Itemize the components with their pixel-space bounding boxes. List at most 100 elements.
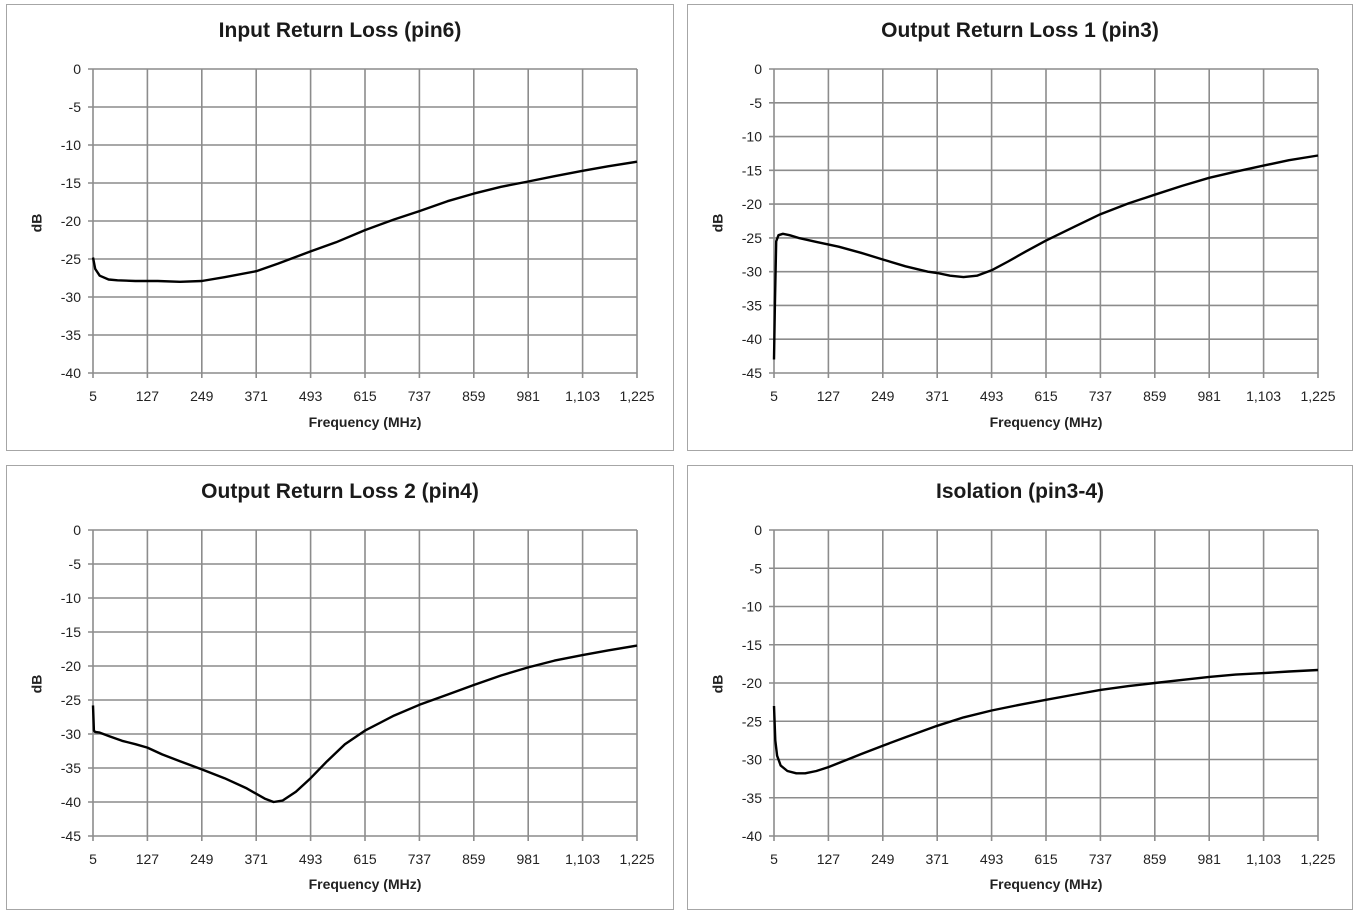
chart-title: Input Return Loss (pin6) <box>218 19 462 42</box>
y-tick-label: -5 <box>750 560 763 576</box>
y-tick-label: -25 <box>61 251 81 267</box>
chart-panel-isolation: Isolation (pin3-4) 0 -5 -10 -15 -20 -25 -30 -35… <box>687 465 1353 910</box>
x-tick-label: 1,103 <box>1246 851 1281 867</box>
x-tick-label: 859 <box>1143 851 1167 867</box>
y-tick-label: -10 <box>742 599 762 615</box>
x-tick-label: 737 <box>408 851 432 867</box>
y-tick-label: -40 <box>61 365 81 381</box>
x-tick-label: 859 <box>462 388 486 404</box>
y-tick-label: -30 <box>61 289 81 305</box>
x-axis-label: Frequency (MHz) <box>989 876 1103 892</box>
x-tick-label: 249 <box>190 851 214 867</box>
x-tick-label: 5 <box>89 388 97 404</box>
y-tick-label: -15 <box>742 162 762 178</box>
x-tick-label: 371 <box>926 388 950 404</box>
x-tick-label: 371 <box>245 388 269 404</box>
x-tick-label: 859 <box>462 851 486 867</box>
x-tick-label: 493 <box>980 851 1004 867</box>
y-tick-label: -25 <box>742 230 762 246</box>
x-tick-label: 5 <box>770 851 778 867</box>
x-tick-label: 1,225 <box>619 851 654 867</box>
x-tick-label: 371 <box>926 851 950 867</box>
chart-plot: 0 -5 -10 -15 -20 -25 -30 -35 -40 5 127 249 371 493 615… <box>61 61 655 404</box>
x-tick-label: 1,103 <box>565 851 600 867</box>
y-tick-label: -15 <box>742 637 762 653</box>
y-tick-label: -15 <box>61 624 81 640</box>
x-tick-label: 615 <box>1034 388 1058 404</box>
chart-plot: 0 -5 -10 -15 -20 -25 -30 -35 -40 -45 5 127 249 371 493… <box>742 61 1336 404</box>
y-tick-label: 0 <box>73 522 81 538</box>
x-tick-label: 249 <box>190 388 214 404</box>
y-tick-label: -35 <box>61 760 81 776</box>
y-tick-label: -40 <box>61 794 81 810</box>
chart-plot: 0 -5 -10 -15 -20 -25 -30 -35 -40 -45 5 127 249 371 493… <box>61 522 655 867</box>
series-line <box>772 668 1319 775</box>
x-tick-label: 1,103 <box>1246 388 1281 404</box>
x-tick-label: 981 <box>1198 388 1222 404</box>
y-tick-label: -20 <box>742 675 762 691</box>
x-tick-label: 493 <box>299 851 323 867</box>
x-tick-label: 127 <box>136 851 160 867</box>
y-tick-label: -35 <box>742 297 762 313</box>
x-axis-label: Frequency (MHz) <box>308 414 422 430</box>
y-tick-label: -30 <box>742 752 762 768</box>
y-tick-label: -45 <box>61 828 81 844</box>
y-tick-label: -35 <box>742 790 762 806</box>
y-tick-label: -20 <box>61 658 81 674</box>
series-line <box>91 644 638 804</box>
chart-panel-output-return-loss-1: Output Return Loss 1 (pin3) 0 -5 -10 -15 -20… <box>687 4 1353 451</box>
chart-title: Output Return Loss 2 (pin4) <box>201 480 479 503</box>
x-tick-label: 127 <box>136 388 160 404</box>
x-tick-label: 1,225 <box>619 388 654 404</box>
y-axis-label: dB <box>709 213 726 233</box>
x-tick-label: 127 <box>817 388 841 404</box>
chart-title: Isolation (pin3-4) <box>936 480 1104 503</box>
x-tick-label: 1,225 <box>1300 388 1335 404</box>
x-tick-label: 615 <box>353 851 377 867</box>
y-tick-label: -45 <box>742 365 762 381</box>
x-tick-label: 371 <box>245 851 269 867</box>
x-tick-label: 249 <box>871 388 895 404</box>
y-tick-label: -20 <box>742 196 762 212</box>
x-tick-label: 859 <box>1143 388 1167 404</box>
x-tick-label: 127 <box>817 851 841 867</box>
x-tick-label: 493 <box>980 388 1004 404</box>
x-axis-label: Frequency (MHz) <box>308 876 422 892</box>
x-tick-label: 981 <box>1198 851 1222 867</box>
x-tick-label: 737 <box>1089 388 1113 404</box>
chart-plot: 0 -5 -10 -15 -20 -25 -30 -35 -40 5 127 249 371 493 615… <box>742 522 1336 867</box>
x-tick-label: 615 <box>353 388 377 404</box>
y-tick-label: 0 <box>754 522 762 538</box>
chart-title: Output Return Loss 1 (pin3) <box>881 19 1159 42</box>
y-tick-label: -35 <box>61 327 81 343</box>
y-tick-label: -30 <box>61 726 81 742</box>
x-tick-label: 5 <box>89 851 97 867</box>
y-tick-label: -10 <box>61 137 81 153</box>
y-axis-label: dB <box>709 674 726 694</box>
x-tick-label: 981 <box>517 388 541 404</box>
y-tick-label: -10 <box>742 129 762 145</box>
y-axis-label: dB <box>28 674 45 694</box>
x-tick-label: 1,225 <box>1300 851 1335 867</box>
y-tick-label: -40 <box>742 331 762 347</box>
x-tick-label: 5 <box>770 388 778 404</box>
x-tick-label: 737 <box>1089 851 1113 867</box>
x-tick-label: 737 <box>408 388 432 404</box>
y-tick-label: -10 <box>61 590 81 606</box>
y-tick-label: 0 <box>754 61 762 77</box>
x-tick-label: 493 <box>299 388 323 404</box>
y-tick-label: 0 <box>73 61 81 77</box>
series-line <box>91 160 638 283</box>
chart-panel-output-return-loss-2: Output Return Loss 2 (pin4) 0 -5 -10 -15 -20… <box>6 465 674 910</box>
y-tick-label: -5 <box>69 99 82 115</box>
y-tick-label: -25 <box>61 692 81 708</box>
y-tick-label: -15 <box>61 175 81 191</box>
x-tick-label: 615 <box>1034 851 1058 867</box>
y-axis-label: dB <box>28 213 45 233</box>
y-tick-label: -25 <box>742 713 762 729</box>
x-tick-label: 1,103 <box>565 388 600 404</box>
x-axis-label: Frequency (MHz) <box>989 414 1103 430</box>
y-tick-label: -20 <box>61 213 81 229</box>
y-tick-label: -5 <box>69 556 82 572</box>
chart-panel-input-return-loss: Input Return Loss (pin6) 0 -5 -10 -15 -20 -25… <box>6 4 674 451</box>
